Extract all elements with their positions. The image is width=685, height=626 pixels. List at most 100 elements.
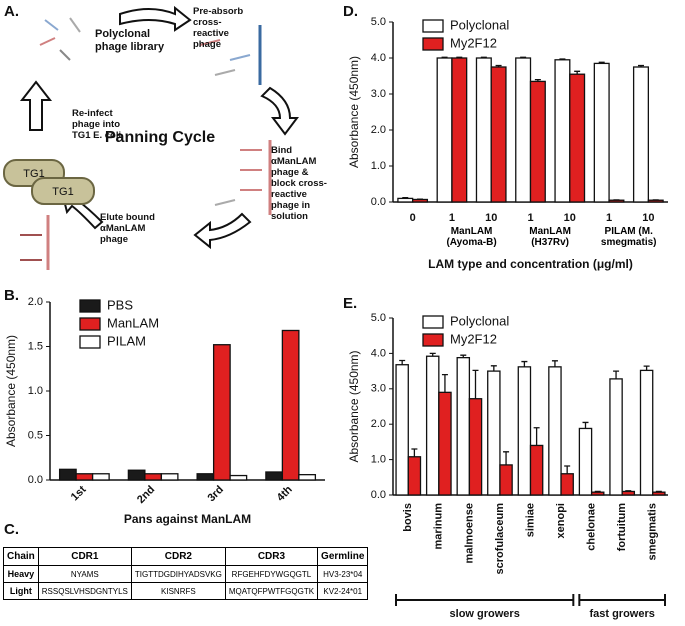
- error-bar: [574, 70, 581, 75]
- x-tick-label: 0: [410, 212, 416, 224]
- table-cell: RSSQSLVHSDGNTYLS: [37, 582, 132, 600]
- error-bar: [533, 427, 540, 446]
- table-cell: TIGTTDGDIHYADSVKG: [130, 565, 226, 583]
- legend-swatch: [422, 37, 444, 51]
- bar: [554, 59, 571, 203]
- x-tick-label: fortuitum: [616, 503, 628, 551]
- x-tick-label: bovis: [402, 503, 414, 532]
- x-tick-label: 2nd: [135, 484, 157, 506]
- bar: [569, 73, 586, 203]
- error-bar: [399, 359, 406, 365]
- bar: [517, 366, 532, 496]
- y-tick-label: 0.0: [371, 196, 386, 208]
- bar: [652, 491, 666, 496]
- error-bar: [520, 56, 527, 58]
- group-label-box: PILAM (M. smegmatis): [601, 226, 657, 248]
- bar: [490, 66, 507, 203]
- legend-label: Polyclonal: [450, 313, 509, 328]
- bar: [144, 473, 163, 481]
- bar: [475, 57, 492, 203]
- legend-label: PILAM: [107, 333, 146, 348]
- y-tick-label: 4.0: [371, 52, 386, 64]
- bar: [451, 57, 468, 203]
- error-bar: [559, 58, 566, 60]
- bar: [487, 370, 501, 496]
- error-bar: [402, 197, 409, 199]
- bar: [499, 464, 513, 496]
- legend-swatch: [422, 333, 444, 347]
- panel-label: E.: [343, 295, 357, 312]
- bar: [212, 344, 231, 481]
- x-tick-label: 4th: [275, 483, 295, 503]
- error-bar: [655, 490, 662, 493]
- error-bar: [411, 448, 418, 457]
- bar: [529, 80, 546, 203]
- bar: [609, 378, 623, 496]
- x-tick-label: 1: [449, 212, 455, 224]
- y-axis-label: Absorbance (450nm): [347, 56, 361, 168]
- error-bar: [551, 360, 558, 367]
- legend-label: ManLAM: [107, 315, 159, 330]
- bar: [395, 364, 409, 496]
- step-text: Re-infect phage into TG1 E. coli: [72, 108, 122, 141]
- legend-label: PBS: [107, 297, 133, 312]
- step-text: Bind αManLAM phage & block cross-reactiv…: [271, 145, 327, 222]
- x-tick-label: 3rd: [205, 484, 226, 505]
- bar: [578, 427, 593, 496]
- y-tick-label: 0.0: [28, 474, 43, 486]
- legend-swatch: [79, 317, 101, 331]
- bar: [196, 473, 215, 481]
- y-tick-label: 3.0: [371, 383, 386, 395]
- table-cell: NYAMS: [37, 565, 132, 583]
- table-header: CDR3: [224, 547, 319, 566]
- error-bar: [441, 373, 448, 393]
- bar: [281, 329, 300, 481]
- bar: [425, 355, 440, 496]
- bar: [529, 444, 544, 496]
- table-header: CDR2: [130, 547, 226, 566]
- x-tick-label: 1: [606, 212, 612, 224]
- x-tick-label: simiae: [524, 503, 536, 537]
- bar: [229, 474, 248, 481]
- error-bar: [613, 370, 620, 379]
- x-tick-label: 10: [642, 212, 654, 224]
- x-tick-label: malmoense: [463, 503, 475, 564]
- cycle-title: Panning Cycle: [105, 129, 215, 146]
- table-cell: RFGEHFDYWGQGTL: [224, 565, 319, 583]
- table-header: Germline: [317, 547, 369, 566]
- phage-icons: [20, 17, 272, 270]
- bar: [548, 366, 562, 496]
- cdr-table: Chain CDR1 CDR2 CDR3 Germline Heavy NYAMS TIGT…: [3, 547, 369, 600]
- x-axis-label: LAM type and concentration (μg/ml): [428, 257, 633, 271]
- group-label-box: ManLAM (H37Rv): [529, 226, 571, 248]
- error-bar: [534, 78, 541, 82]
- error-bar: [598, 61, 605, 64]
- cell-label: TG1: [23, 168, 44, 180]
- error-bar: [495, 64, 502, 67]
- bar: [127, 469, 146, 481]
- group-label: ManLAM (Ayoma-B): [446, 226, 497, 248]
- table-cell: KISNRFS: [130, 582, 226, 600]
- error-bar: [441, 56, 448, 58]
- bar: [515, 57, 532, 203]
- table-cell: HV3-23*04: [317, 565, 369, 583]
- error-bar: [490, 365, 497, 372]
- y-tick-label: 5.0: [371, 16, 386, 28]
- bar: [407, 456, 422, 496]
- bar: [639, 369, 654, 496]
- bar: [75, 473, 94, 481]
- bar: [58, 468, 77, 481]
- bar: [593, 62, 610, 203]
- y-axis-label: Absorbance (450nm): [4, 335, 18, 447]
- group-label-box: ManLAM (Ayoma-B): [446, 226, 497, 248]
- y-tick-label: 1.0: [371, 160, 386, 172]
- y-tick-label: 3.0: [371, 88, 386, 100]
- bar: [456, 356, 471, 496]
- error-bar: [564, 465, 571, 474]
- x-tick-label: 1: [527, 212, 533, 224]
- panel-label: B.: [4, 287, 19, 304]
- legend-swatch: [422, 315, 444, 329]
- bar: [590, 491, 605, 496]
